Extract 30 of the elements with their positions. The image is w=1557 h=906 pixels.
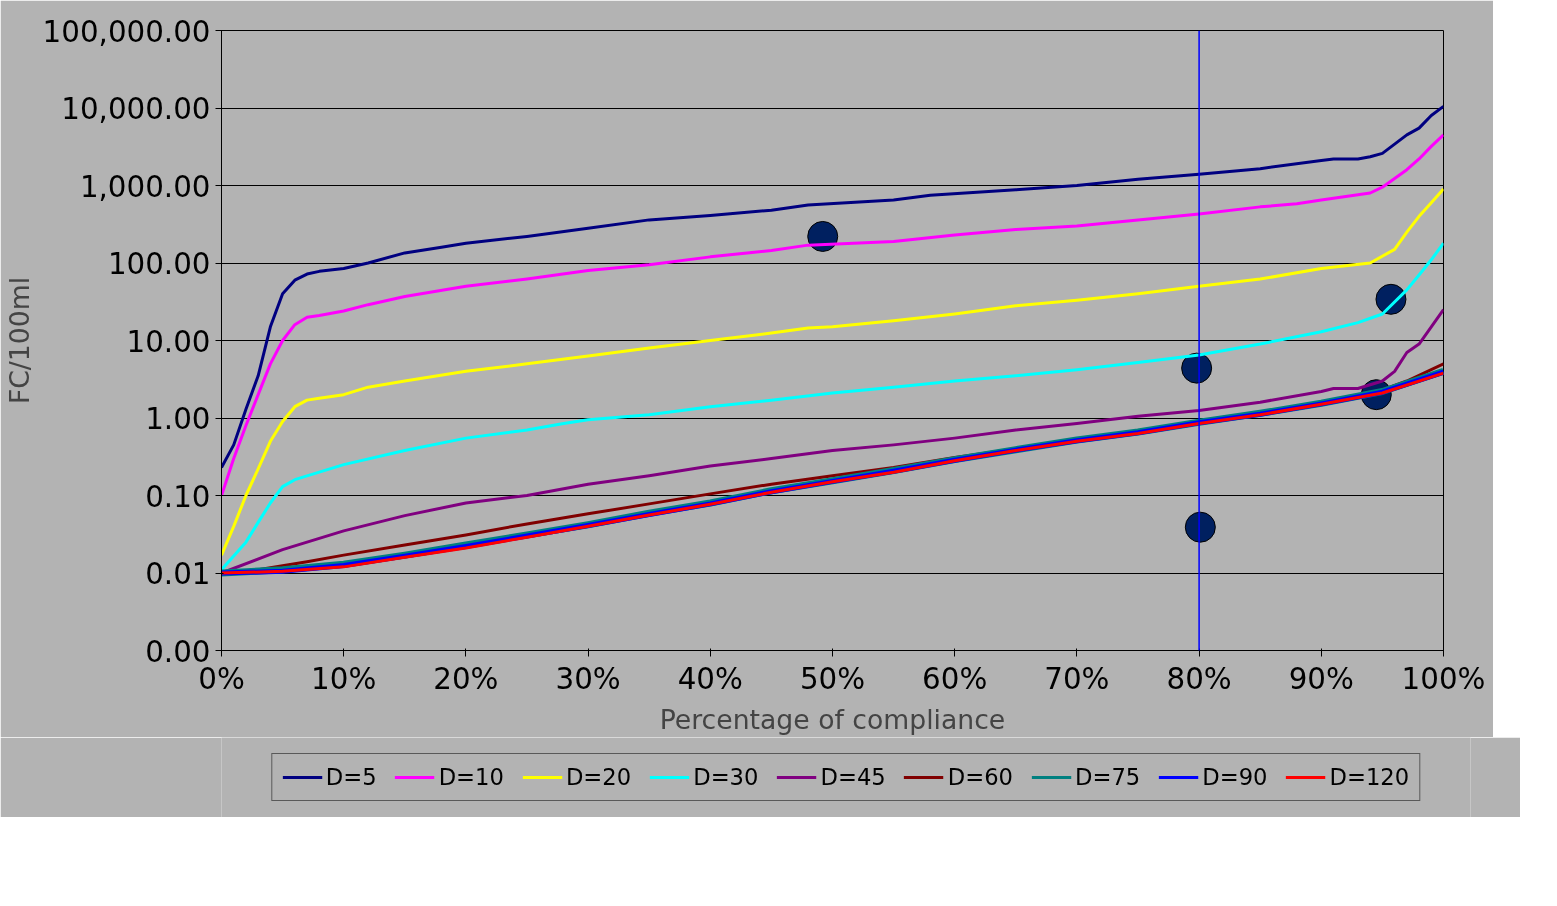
legend-label: D=75 [1074, 764, 1141, 790]
x-tick-label: 100% [1401, 661, 1486, 696]
legend-label: D=20 [565, 764, 632, 790]
x-tick-label: 90% [1288, 661, 1354, 696]
y-axis-title: FC/100ml [3, 276, 35, 405]
x-tick-label: 50% [799, 661, 866, 696]
y-tick-label: 10,000.00 [61, 92, 211, 126]
y-tick-label: 0.01 [145, 557, 211, 591]
legend-label: D=120 [1329, 764, 1410, 790]
x-axis-title: Percentage of compliance [659, 703, 1006, 735]
x-tick-label: 30% [555, 661, 621, 696]
x-tick-label: 40% [677, 661, 743, 696]
legend-label: D=45 [820, 764, 886, 790]
x-tick-label: 10% [311, 661, 377, 696]
y-tick-label: 100,000.00 [42, 14, 211, 49]
legend-label: D=10 [438, 764, 504, 790]
legend-label: D=5 [325, 764, 377, 790]
x-tick-label: 60% [922, 661, 988, 696]
y-tick-label: 1.00 [145, 402, 211, 436]
y-tick-label: 1,000.00 [79, 169, 211, 204]
legend-label: D=90 [1202, 764, 1268, 790]
legend-label: D=30 [693, 764, 759, 790]
y-tick-label: 0.10 [145, 479, 211, 514]
legend-label: D=60 [947, 764, 1013, 790]
x-tick-label: 80% [1166, 661, 1232, 696]
x-tick-label: 20% [433, 661, 499, 696]
x-tick-label: 70% [1044, 661, 1110, 696]
x-tick-label: 0% [198, 661, 245, 696]
y-tick-label: 10.00 [126, 324, 211, 359]
y-tick-label: 100.00 [107, 247, 211, 281]
